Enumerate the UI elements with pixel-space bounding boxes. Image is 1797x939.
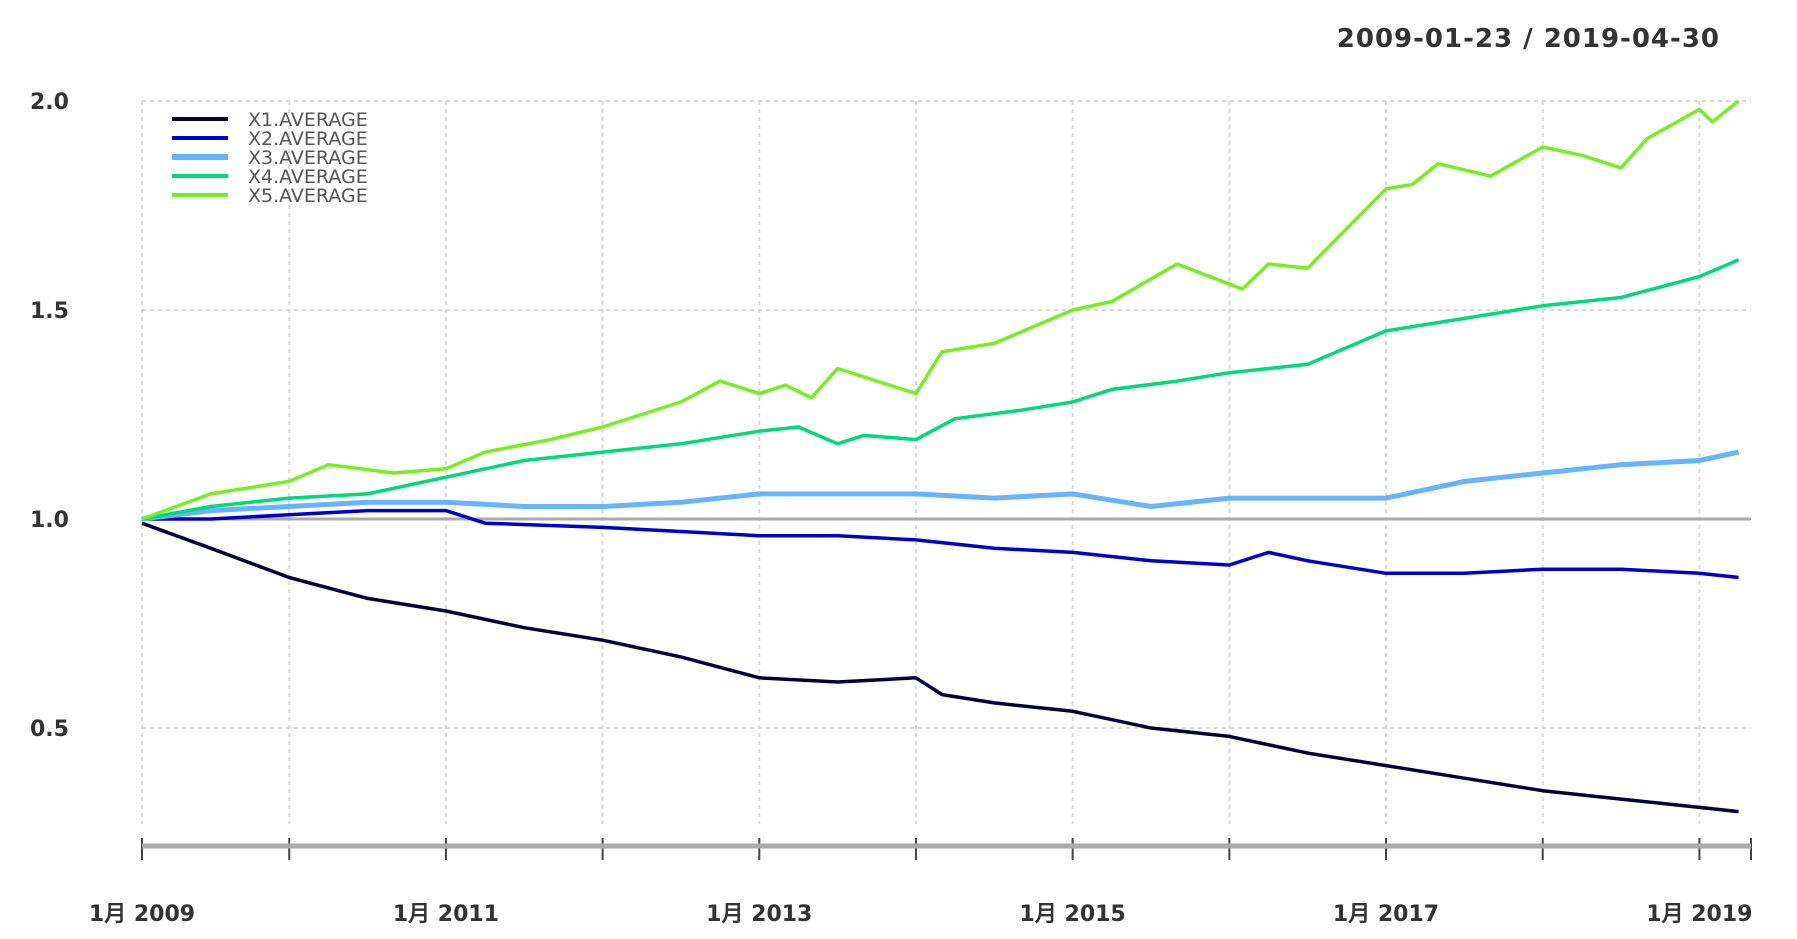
series-line-x4-average [141, 258, 1740, 521]
chart-title: 2009-01-23 / 2019-04-30 [1336, 24, 1720, 54]
x-tick-label: 1月 2015 [1020, 902, 1126, 927]
x-tick-label: 1月 2019 [1646, 902, 1752, 927]
legend-label: X3.AVERAGE [248, 147, 368, 169]
y-tick-label: 1.0 [30, 508, 69, 533]
series-line-x1-average [141, 521, 1739, 814]
legend-label: X5.AVERAGE [248, 185, 368, 207]
y-tick-label: 1.5 [30, 299, 69, 324]
y-tick-label: 0.5 [30, 717, 69, 742]
series-line-x2-average [142, 508, 1739, 580]
legend-label: X1.AVERAGE [248, 109, 368, 131]
y-tick-label: 2.0 [30, 90, 69, 115]
x-tick-label: 1月 2009 [89, 902, 195, 927]
legend-label: X2.AVERAGE [248, 128, 368, 150]
x-tick-label: 1月 2017 [1333, 902, 1439, 927]
x-tick-label: 1月 2013 [706, 902, 812, 927]
series-line-x5-average [141, 99, 1740, 521]
x-tick-label: 1月 2011 [393, 902, 499, 927]
legend-label: X4.AVERAGE [248, 166, 368, 188]
series-line-x3-average [141, 449, 1740, 522]
